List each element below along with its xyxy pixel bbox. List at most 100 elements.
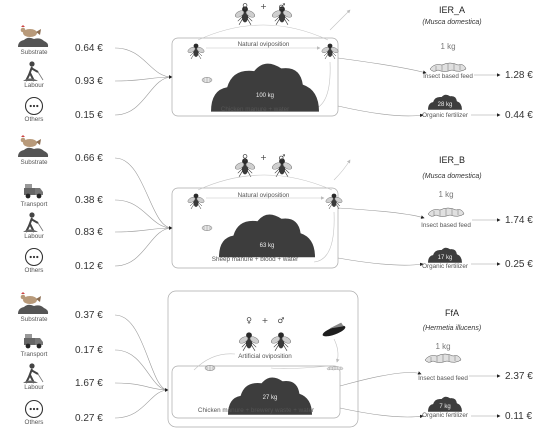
substrate-amount: 100 kg xyxy=(256,93,274,99)
substrate-label: Chicken manure + brewery waste + water xyxy=(198,407,314,414)
female-fly-icon xyxy=(237,332,261,352)
scenario-title: IER_A xyxy=(439,5,465,15)
insect-larvae-icon xyxy=(424,353,462,363)
scenario-panel-ier-a: Substrate 0.64 € Labour 0.93 € Others 0.15 € ♀… xyxy=(18,2,533,123)
input-flow-arrow xyxy=(114,199,173,230)
rearing-unit-box xyxy=(171,365,341,419)
ellipsis-circle-icon xyxy=(24,96,44,116)
fertilizer-output-arrow xyxy=(339,407,424,419)
input-flow-arrow xyxy=(114,349,169,392)
input-flow-arrow xyxy=(114,226,173,267)
rearing-unit-box xyxy=(171,37,339,117)
input-cost: 0.66 € xyxy=(75,153,103,164)
feed-label: Insect based feed xyxy=(421,222,471,229)
lifecycle-arc xyxy=(313,211,335,263)
chicken-manure-icon xyxy=(18,292,49,314)
lifecycle-arc xyxy=(333,338,340,363)
input-label: Others xyxy=(25,419,44,426)
species-name: (Musca domestica) xyxy=(422,173,481,180)
male-symbol: ♂ xyxy=(278,153,285,162)
oviposition-label: Natural oviposition xyxy=(238,41,290,48)
ellipsis-circle-icon xyxy=(24,399,44,419)
input-row: Transport 0.17 € xyxy=(21,334,169,392)
male-symbol: ♂ xyxy=(277,316,284,325)
feed-output-arrow xyxy=(337,207,425,219)
feed-label: Insect based feed xyxy=(418,375,468,382)
input-flow-arrow xyxy=(114,157,173,230)
input-cost: 0.64 € xyxy=(75,43,103,54)
input-label: Labour xyxy=(24,384,44,391)
fly-icon xyxy=(320,43,340,60)
fertilizer-value: 0.11 € xyxy=(505,411,532,422)
substrate-label: Sheep manure + blood + water xyxy=(212,256,298,263)
manure-pile-icon xyxy=(219,214,315,258)
input-row: Others 0.15 € xyxy=(24,75,173,123)
feed-value: 2.37 € xyxy=(505,371,533,382)
input-label: Substrate xyxy=(21,49,48,56)
input-flow-arrow xyxy=(114,382,169,392)
input-flow-arrow xyxy=(114,75,173,82)
input-row: Labour 1.67 € xyxy=(22,362,169,392)
rearing-unit-box xyxy=(171,187,339,269)
input-flow-arrow xyxy=(114,226,173,233)
scenario-title: FfA xyxy=(445,308,459,318)
input-row: Labour 0.93 € xyxy=(22,60,173,89)
fly-icon xyxy=(186,43,206,60)
plus-symbol: + xyxy=(260,2,267,11)
input-cost: 0.15 € xyxy=(75,110,103,121)
input-label: Labour xyxy=(24,82,44,89)
plus-symbol: + xyxy=(260,153,267,162)
fertilizer-amount: 7 kg xyxy=(439,404,450,410)
fly-release-arrow xyxy=(329,9,351,31)
input-flow-arrow xyxy=(114,388,169,419)
feed-amount: 1 kg xyxy=(440,42,455,51)
female-symbol: ♀ xyxy=(246,316,252,325)
feed-label: Insect based feed xyxy=(423,73,473,80)
fertilizer-label: Organic fertilizer xyxy=(422,263,468,270)
female-symbol: ♀ xyxy=(242,153,248,162)
input-row: Substrate 0.64 € xyxy=(18,25,173,79)
input-flow-arrow xyxy=(114,47,173,79)
feed-output-arrow xyxy=(337,57,427,74)
scenario-panel-ffa: Substrate 0.37 € Transport 0.17 € Labour 1.67… xyxy=(18,290,533,428)
feed-value: 1.28 € xyxy=(505,70,533,81)
input-cost: 0.93 € xyxy=(75,76,103,87)
input-row: Substrate 0.37 € xyxy=(18,292,169,392)
female-symbol: ♀ xyxy=(242,2,248,11)
fertilizer-value: 0.25 € xyxy=(505,259,533,270)
male-fly-icon xyxy=(269,332,293,352)
eggs-icon xyxy=(201,77,213,83)
ellipsis-circle-icon xyxy=(24,247,44,267)
input-flow-arrow xyxy=(114,75,173,116)
input-label: Others xyxy=(25,116,44,123)
insect-larvae-icon xyxy=(429,62,467,72)
lifecycle-arc xyxy=(197,24,329,41)
male-symbol: ♂ xyxy=(278,2,285,11)
lifecycle-arc xyxy=(270,365,330,369)
feed-value: 1.74 € xyxy=(505,215,533,226)
pickup-truck-icon xyxy=(24,184,43,199)
fly-icon xyxy=(324,193,344,210)
input-cost: 0.12 € xyxy=(75,261,103,272)
worker-shovel-icon xyxy=(22,60,44,82)
species-name: (Musca domestica) xyxy=(422,19,481,26)
input-row: Substrate 0.66 € xyxy=(18,135,173,230)
eggs-icon xyxy=(201,225,213,231)
pickup-truck-icon xyxy=(24,334,43,349)
chicken-manure-icon xyxy=(18,25,49,47)
species-name: (Hermetia illucens) xyxy=(423,325,481,332)
substrate-amount: 63 kg xyxy=(260,243,275,249)
input-cost: 1.67 € xyxy=(75,378,103,389)
input-row: Transport 0.38 € xyxy=(21,184,173,230)
input-cost: 0.27 € xyxy=(75,413,103,424)
fly-icon xyxy=(186,193,206,210)
input-cost: 0.17 € xyxy=(75,345,103,356)
input-row: Others 0.27 € xyxy=(24,388,169,426)
oviposition-label: Artificial oviposition xyxy=(238,353,292,360)
input-row: Labour 0.83 € xyxy=(22,211,173,240)
lifecycle-arc xyxy=(193,353,236,371)
eggs-icon xyxy=(204,365,216,371)
fertilizer-amount: 17 kg xyxy=(438,255,453,261)
lifecycle-arc xyxy=(197,174,333,191)
